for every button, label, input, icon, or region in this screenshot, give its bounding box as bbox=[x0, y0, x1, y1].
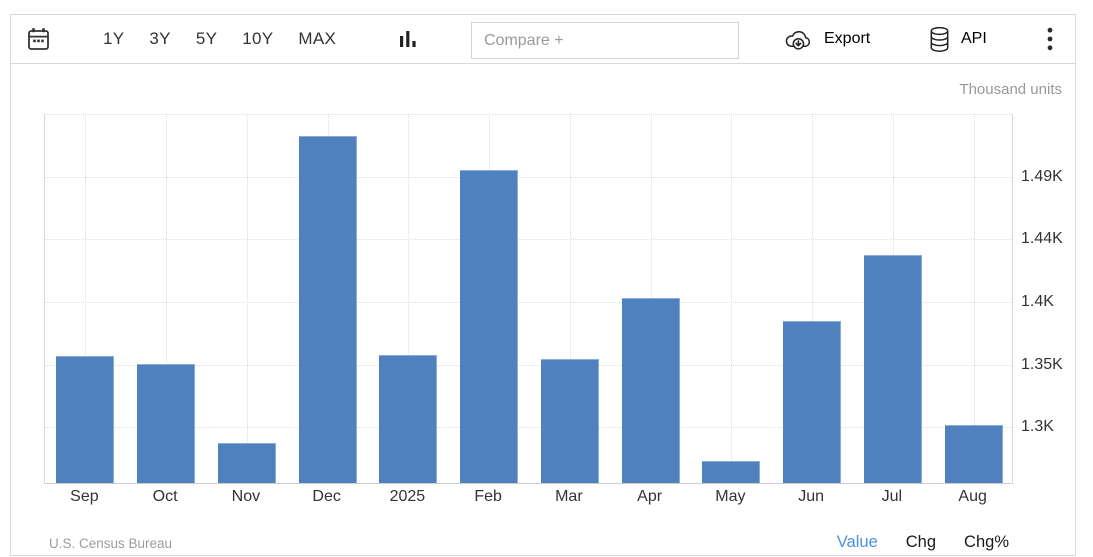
x-axis-label-apr: Apr bbox=[637, 488, 663, 505]
cloud-download-icon bbox=[785, 30, 810, 50]
chart-type-button[interactable] bbox=[399, 29, 417, 50]
gridline-horizontal bbox=[45, 176, 1012, 178]
bar-2025[interactable] bbox=[379, 355, 438, 483]
more-options-button[interactable] bbox=[1047, 15, 1053, 63]
api-label: API bbox=[961, 30, 987, 47]
legend-tab-chg[interactable]: Chg bbox=[905, 533, 937, 551]
export-label: Export bbox=[824, 30, 871, 47]
y-axis-label: 1.35K bbox=[1021, 355, 1063, 373]
legend-tabs: Value Chg Chg% bbox=[837, 533, 1009, 552]
bar-jul[interactable] bbox=[863, 254, 922, 483]
gridline-vertical bbox=[408, 114, 410, 483]
x-axis-label-sep: Sep bbox=[70, 488, 99, 505]
calendar-button[interactable] bbox=[27, 27, 50, 51]
database-icon bbox=[930, 26, 949, 52]
bar-sep[interactable] bbox=[56, 356, 115, 483]
gridline-vertical bbox=[166, 114, 168, 483]
chart-region: Thousand units U.S. Census Bureau Value C… bbox=[11, 15, 1075, 555]
x-axis-label-aug: Aug bbox=[958, 488, 987, 505]
plot-area bbox=[44, 114, 1013, 484]
gridline-vertical bbox=[85, 114, 87, 483]
bar-dec[interactable] bbox=[298, 136, 357, 483]
export-button[interactable]: Export bbox=[783, 15, 870, 63]
kebab-menu-icon bbox=[1047, 27, 1053, 51]
bar-mar[interactable] bbox=[540, 359, 599, 483]
compare-input[interactable] bbox=[471, 22, 739, 59]
range-button-5y[interactable]: 5Y bbox=[195, 29, 218, 48]
range-button-max[interactable]: MAX bbox=[298, 29, 337, 48]
x-axis-label-feb: Feb bbox=[474, 488, 502, 505]
gridline-vertical bbox=[569, 114, 571, 483]
x-axis-label-dec: Dec bbox=[312, 488, 341, 505]
gridline-horizontal bbox=[45, 427, 1012, 429]
gridline-vertical bbox=[973, 114, 975, 483]
bar-may[interactable] bbox=[702, 460, 761, 483]
range-button-1y[interactable]: 1Y bbox=[103, 29, 125, 48]
bar-aug[interactable] bbox=[944, 424, 1003, 483]
y-axis-label: 1.49K bbox=[1021, 167, 1063, 185]
bar-jun[interactable] bbox=[783, 320, 842, 483]
gridline-horizontal bbox=[45, 114, 1012, 115]
legend-tab-value[interactable]: Value bbox=[836, 533, 878, 551]
bar-feb[interactable] bbox=[460, 170, 519, 483]
x-axis-label-2025: 2025 bbox=[389, 488, 426, 505]
bar-oct[interactable] bbox=[137, 364, 196, 483]
x-axis-label-nov: Nov bbox=[231, 488, 261, 505]
y-axis-label: 1.4K bbox=[1021, 292, 1054, 310]
gridline-horizontal bbox=[45, 364, 1012, 366]
gridline-vertical bbox=[246, 114, 248, 483]
x-axis-label-mar: Mar bbox=[555, 488, 583, 505]
x-axis-label-may: May bbox=[715, 488, 746, 505]
gridline-horizontal bbox=[45, 239, 1012, 241]
y-axis-label: 1.3K bbox=[1021, 418, 1054, 436]
range-button-3y[interactable]: 3Y bbox=[149, 29, 171, 48]
chart-panel: 1Y 3Y 5Y 10Y MAX Export bbox=[10, 14, 1076, 556]
legend-tab-chgpct[interactable]: Chg% bbox=[964, 533, 1009, 551]
column-chart-icon bbox=[400, 31, 416, 47]
api-button[interactable]: API bbox=[928, 15, 987, 63]
x-axis-label-jun: Jun bbox=[798, 488, 825, 505]
gridline-vertical bbox=[731, 114, 733, 483]
source-label: U.S. Census Bureau bbox=[49, 536, 173, 551]
gridline-vertical bbox=[812, 114, 814, 483]
x-axis-label-jul: Jul bbox=[881, 488, 903, 505]
toolbar: 1Y 3Y 5Y 10Y MAX Export bbox=[11, 15, 1075, 64]
bar-apr[interactable] bbox=[621, 298, 680, 483]
gridline-horizontal bbox=[45, 301, 1012, 303]
bar-nov[interactable] bbox=[217, 443, 276, 483]
x-axis-label-oct: Oct bbox=[152, 488, 178, 505]
range-button-10y[interactable]: 10Y bbox=[242, 29, 274, 48]
axis-unit-label: Thousand units bbox=[959, 81, 1062, 98]
y-axis-label: 1.44K bbox=[1021, 230, 1063, 248]
calendar-icon bbox=[28, 28, 49, 50]
range-selector: 1Y 3Y 5Y 10Y MAX bbox=[103, 15, 336, 63]
